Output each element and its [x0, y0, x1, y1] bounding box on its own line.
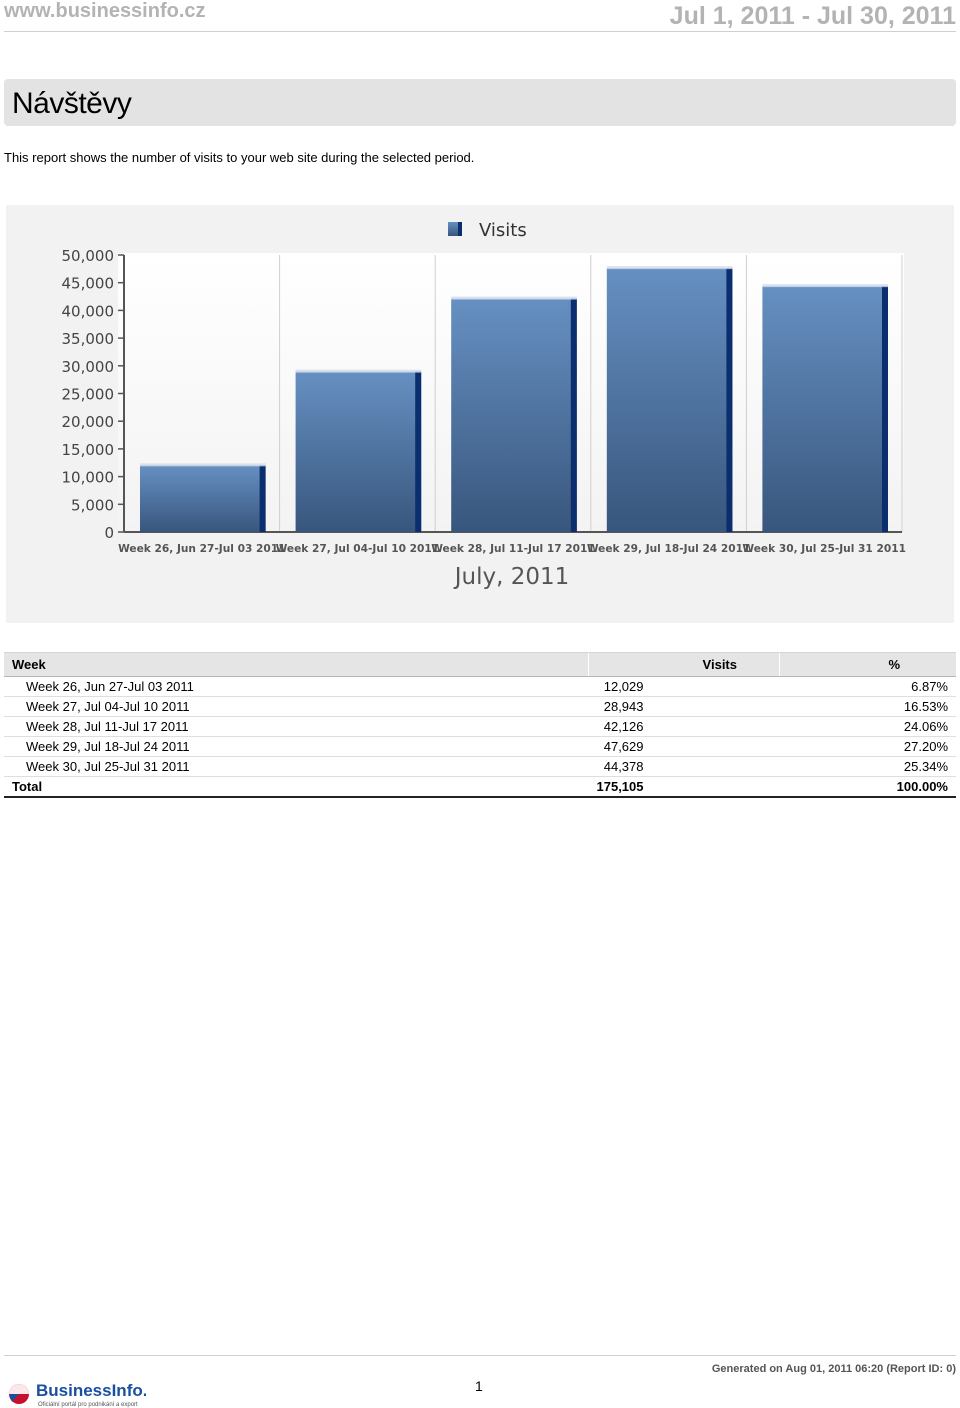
- table-row: Week 27, Jul 04-Jul 10 2011 28,943 16.53…: [4, 696, 956, 717]
- logo-text: BusinessInfo.cz: [36, 1381, 146, 1400]
- col-pct-header: %: [779, 652, 956, 677]
- col-visits-header: Visits: [588, 652, 780, 677]
- bar-top-highlight: [451, 296, 577, 300]
- cell-week: Week 29, Jul 18-Jul 24 2011: [4, 736, 589, 757]
- cell-week: Week 30, Jul 25-Jul 31 2011: [4, 756, 589, 777]
- cell-week: Week 28, Jul 11-Jul 17 2011: [4, 716, 589, 737]
- bar: [606, 268, 733, 532]
- y-tick-label: 45,000: [62, 275, 115, 293]
- cell-pct: 25.34%: [779, 756, 956, 777]
- cell-pct: 24.06%: [779, 716, 956, 737]
- cell-visits: 42,126: [588, 716, 780, 737]
- col-week-header: Week: [4, 652, 589, 677]
- bar-side: [570, 298, 577, 532]
- chart-canvas: 0 5,000 10,000 15,000 20,000 25,000 30,000 35,0…: [62, 220, 906, 590]
- table-row: Week 28, Jul 11-Jul 17 2011 42,126 24.06…: [4, 716, 956, 737]
- cell-visits: 12,029: [588, 676, 780, 697]
- date-range: Jul 1, 2011 - Jul 30, 2011: [669, 2, 956, 30]
- report-description: This report shows the number of visits t…: [4, 150, 475, 165]
- y-tick-label: 30,000: [62, 358, 115, 376]
- visits-chart: 0 5,000 10,000 15,000 20,000 25,000 30,000 35,0…: [6, 205, 954, 623]
- cell-week: Week 26, Jun 27-Jul 03 2011: [4, 676, 589, 697]
- y-tick-label: 35,000: [62, 330, 115, 348]
- x-axis-title: July, 2011: [453, 564, 570, 590]
- bar-side: [259, 465, 266, 532]
- y-tick-label: 50,000: [62, 247, 115, 265]
- x-tick-label: Week 29, Jul 18-Jul 24 2011: [587, 543, 751, 555]
- chart-legend: Visits: [448, 220, 527, 241]
- x-tick-label: Week 27, Jul 04-Jul 10 2011: [276, 543, 440, 555]
- y-tick-label: 15,000: [62, 441, 115, 459]
- bar: [140, 465, 266, 532]
- cell-pct: 27.20%: [779, 736, 956, 757]
- bar-side: [726, 268, 733, 532]
- bar: [762, 286, 888, 532]
- cell-visits: 44,378: [588, 756, 780, 777]
- logo-tagline: Oficiální portál pro podnikání a export: [38, 1402, 138, 1408]
- table-row: Week 26, Jun 27-Jul 03 2011 12,029 6.87%: [4, 676, 956, 697]
- cell-pct: 6.87%: [779, 676, 956, 697]
- table-total-row: Total 175,105 100.00%: [4, 776, 956, 798]
- visits-table: Week Visits % Week 26, Jun 27-Jul 03 201…: [4, 652, 956, 798]
- table-row: Week 30, Jul 25-Jul 31 2011 44,378 25.34…: [4, 756, 956, 777]
- total-visits: 175,105: [588, 776, 780, 798]
- bar: [295, 371, 422, 532]
- y-tick-label: 0: [104, 524, 114, 542]
- cell-pct: 16.53%: [779, 696, 956, 717]
- bar-top-highlight: [762, 284, 888, 288]
- bar-top-highlight: [606, 266, 733, 270]
- y-tick-label: 10,000: [62, 469, 115, 487]
- cell-week: Week 27, Jul 04-Jul 10 2011: [4, 696, 589, 717]
- cell-visits: 47,629: [588, 736, 780, 757]
- bar-side: [882, 286, 888, 532]
- y-tick-label: 5,000: [71, 496, 114, 514]
- legend-label: Visits: [479, 220, 527, 241]
- table-row: Week 29, Jul 18-Jul 24 2011 47,629 27.20…: [4, 736, 956, 757]
- total-label: Total: [4, 776, 589, 798]
- site-name: www.businessinfo.cz: [4, 0, 206, 22]
- y-axis: 0 5,000 10,000 15,000 20,000 25,000 30,000 35,0…: [62, 247, 902, 542]
- y-tick-label: 20,000: [62, 413, 115, 431]
- x-tick-label: Week 28, Jul 11-Jul 17 2011: [431, 543, 595, 555]
- total-pct: 100.00%: [779, 776, 956, 798]
- cell-visits: 28,943: [588, 696, 780, 717]
- bar: [451, 298, 577, 532]
- header-divider: [4, 31, 956, 32]
- bars: [140, 266, 888, 532]
- x-tick-label: Week 26, Jun 27-Jul 03 2011: [118, 543, 285, 555]
- table-header-row: Week Visits %: [4, 652, 956, 677]
- x-tick-label: Week 30, Jul 25-Jul 31 2011: [742, 543, 906, 555]
- page-number: 1: [475, 1378, 483, 1394]
- bar-side: [415, 371, 422, 532]
- generated-note: Generated on Aug 01, 2011 06:20 (Report …: [711, 1363, 956, 1375]
- y-tick-label: 40,000: [62, 302, 115, 320]
- businessinfo-logo: BusinessInfo.cz Oficiální portál pro pod…: [9, 1381, 146, 1408]
- y-tick-label: 25,000: [62, 386, 115, 404]
- bar-top-highlight: [295, 369, 422, 373]
- report-title: Návštěvy: [12, 87, 132, 120]
- bar-top-highlight: [140, 463, 266, 467]
- legend-swatch-side: [458, 222, 462, 236]
- report-title-bar: Návštěvy: [4, 79, 956, 126]
- footer-divider: [4, 1355, 956, 1356]
